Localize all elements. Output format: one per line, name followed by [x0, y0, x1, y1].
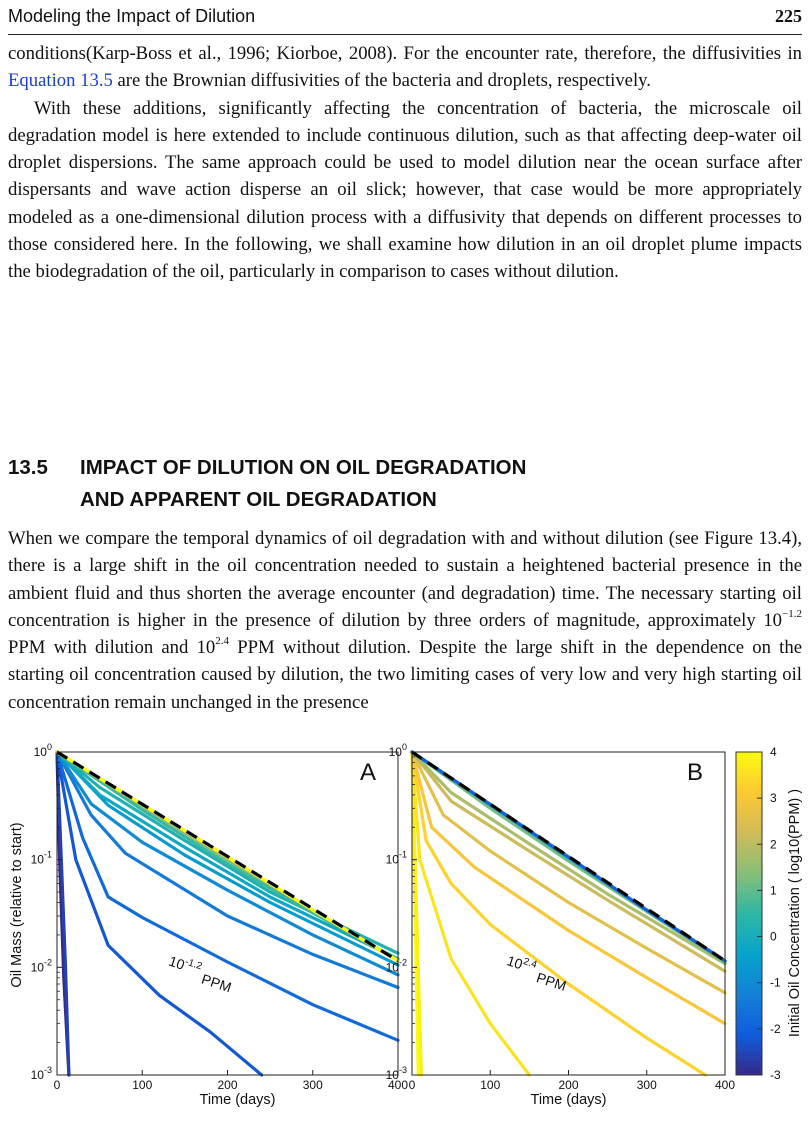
- x-tick-label: 0: [409, 1078, 416, 1092]
- y-axis-label: Oil Mass (relative to start): [9, 822, 25, 987]
- section-title-line-2: AND APPARENT OIL DEGRADATION: [80, 488, 437, 511]
- reference-dashed-line: [56, 750, 399, 963]
- plot-area: [57, 752, 398, 1075]
- body-text-top: conditions(Karp-Boss et al., 1996; Kiorb…: [8, 40, 802, 286]
- paragraph-1-text-b: are the Brownian diffusivities of the ba…: [112, 70, 651, 92]
- section-title-line-1: IMPACT OF DILUTION ON OIL DEGRADATION: [80, 456, 527, 479]
- y-tick-label: 10-1: [386, 850, 407, 867]
- y-tick-label: 10-1: [31, 850, 52, 867]
- x-axis-label: Time (days): [531, 1092, 607, 1108]
- colorbar-tick-label: -3: [770, 1068, 781, 1082]
- series-line: [410, 750, 423, 1077]
- y-tick-label: 100: [389, 742, 407, 759]
- paragraph-3: When we compare the temporal dynamics of…: [8, 525, 802, 716]
- colorbar-tick-label: 3: [770, 791, 777, 805]
- x-tick-label: 200: [217, 1078, 237, 1092]
- header-rule: [8, 34, 802, 35]
- series-line: [55, 750, 400, 990]
- figure-13-4: Oil Mass (relative to start) 0 100 200 300 4…: [9, 742, 803, 1108]
- section-number: 13.5: [8, 456, 48, 479]
- series-line: [410, 750, 727, 973]
- y-tick-label: 100: [34, 742, 52, 759]
- paragraph-3-text-a: When we compare the temporal dynamics of…: [8, 528, 802, 631]
- paragraph-1: conditions(Karp-Boss et al., 1996; Kiorb…: [8, 40, 802, 95]
- colorbar-label: Initial Oil Concentration ( log10(PPM) ): [787, 789, 803, 1037]
- y-tick-label: 10-2: [31, 957, 52, 974]
- y-tick-label: 10-3: [31, 1065, 52, 1082]
- exponent-without-dilution: 2.4: [215, 635, 230, 648]
- series-line: [410, 750, 532, 1077]
- panel-letter: B: [687, 759, 703, 786]
- x-tick-label: 300: [637, 1078, 657, 1092]
- series-line: [55, 750, 400, 961]
- section-title: IMPACT OF DILUTION ON OIL DEGRADATION AN…: [80, 452, 780, 516]
- colorbar-tick-label: 1: [770, 883, 777, 897]
- paragraph-3-text-b: PPM with dilution and 10: [8, 637, 216, 659]
- panel-b-plot: 0 100 200 300 400 100 10-1 10-2 10-3 B Time (days)…: [386, 742, 736, 1108]
- x-tick-label: 400: [388, 1078, 408, 1092]
- colorbar-ticks: 4 3 2 1 0 -1 -2 -3: [757, 745, 781, 1082]
- x-tick-label: 400: [715, 1078, 735, 1092]
- series-line: [55, 750, 71, 1077]
- series-line: [55, 750, 400, 1042]
- series-line: [55, 750, 264, 1077]
- paragraph-3-text-c: PPM without dilution. Despite the large …: [8, 637, 802, 713]
- colorbar-tick-label: -1: [770, 976, 781, 990]
- x-tick-label: 200: [558, 1078, 578, 1092]
- colorbar-tick-label: -2: [770, 1022, 781, 1036]
- x-tick-label: 100: [480, 1078, 500, 1092]
- x-tick-label: 300: [303, 1078, 323, 1092]
- colorbar-tick-label: 4: [770, 745, 777, 759]
- y-tick-label: 10-2: [386, 957, 407, 974]
- colorbar-tick-label: 0: [770, 930, 777, 944]
- running-header: Modeling the Impact of Dilution 225: [8, 6, 802, 34]
- series-line: [410, 750, 727, 995]
- series-line: [55, 750, 400, 977]
- plot-area: [412, 752, 725, 1075]
- x-tick-label: 0: [54, 1078, 61, 1092]
- x-tick-label: 100: [132, 1078, 152, 1092]
- equation-link[interactable]: Equation 13.5: [8, 70, 113, 92]
- y-tick-label: 10-3: [386, 1065, 407, 1082]
- panel-letter: A: [360, 759, 376, 786]
- page-number: 225: [775, 6, 802, 26]
- paragraph-2: With these additions, significantly affe…: [8, 97, 802, 283]
- series-line: [410, 750, 708, 1077]
- panel-a-plot: 0 100 200 300 400 100 10-1 10-2 10-3 A Time (days)…: [31, 742, 409, 1108]
- exponent-with-dilution: −1.2: [782, 607, 802, 620]
- paragraph-1-text-a: conditions(Karp-Boss et al., 1996; Kiorb…: [8, 43, 802, 64]
- running-title: Modeling the Impact of Dilution: [8, 6, 256, 26]
- series-line: [410, 750, 727, 1026]
- series-line: [410, 750, 727, 966]
- x-axis-label: Time (days): [200, 1092, 276, 1108]
- reference-dashed-line: [411, 750, 726, 963]
- colorbar: [735, 751, 763, 1076]
- body-text-bottom: When we compare the temporal dynamics of…: [8, 525, 802, 716]
- colorbar-tick-label: 2: [770, 837, 777, 851]
